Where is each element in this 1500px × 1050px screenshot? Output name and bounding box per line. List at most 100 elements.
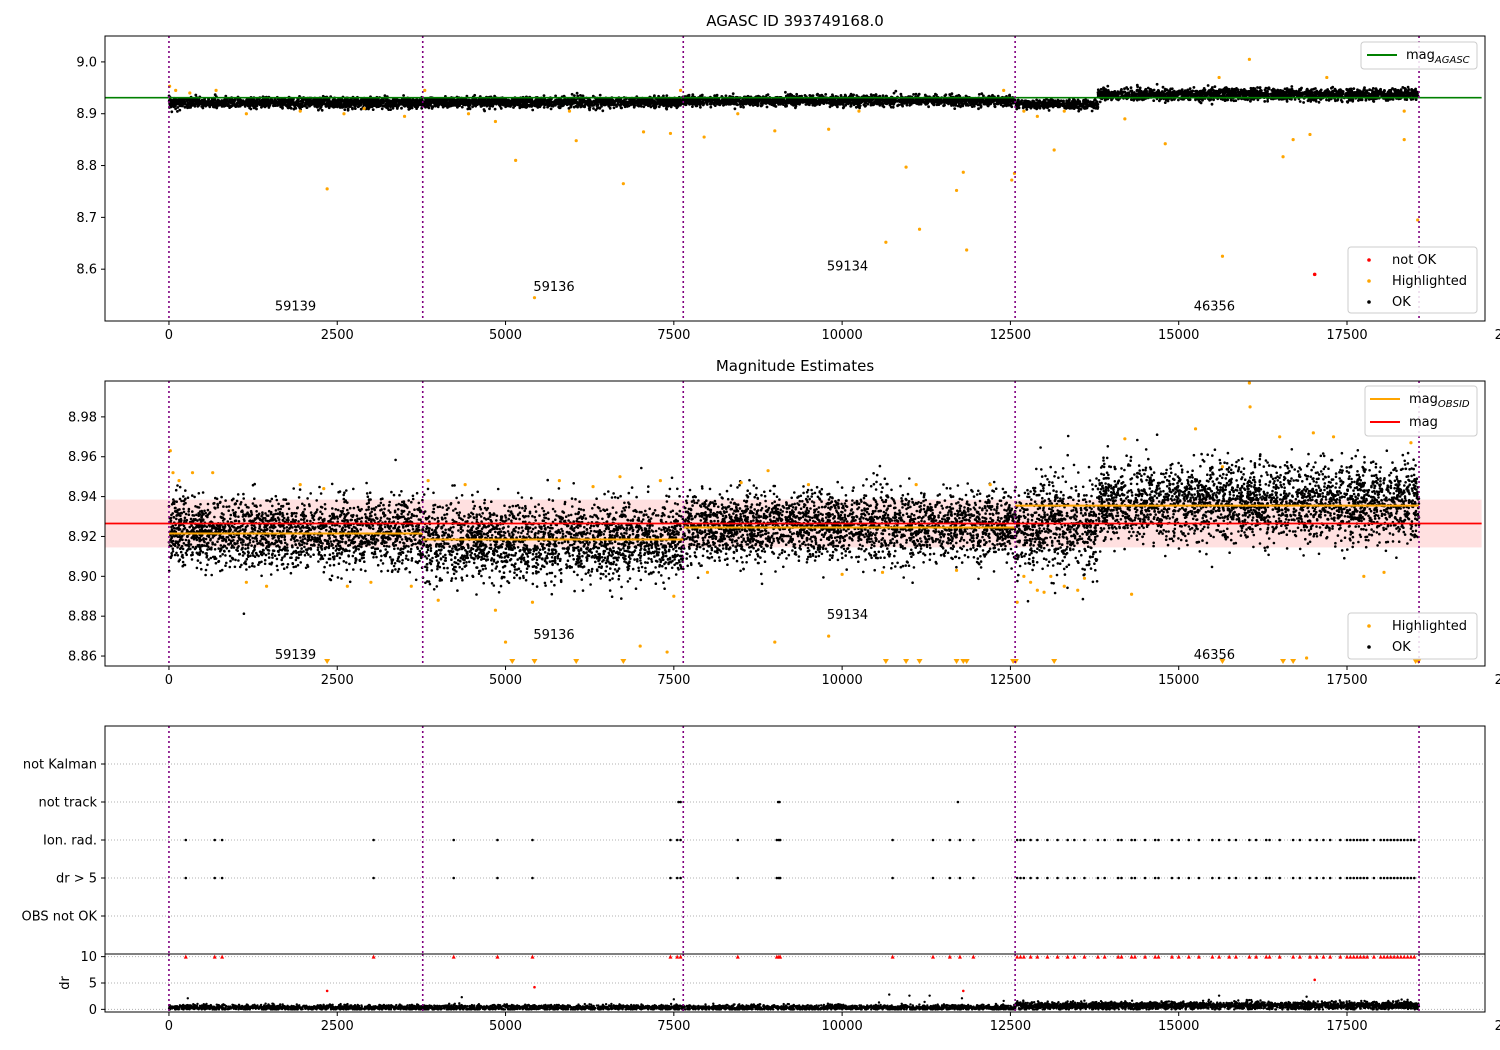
ok-point — [468, 102, 472, 106]
ok-point — [927, 99, 931, 102]
ok-point — [970, 105, 974, 108]
ok-point — [247, 102, 251, 106]
ok-point — [774, 100, 778, 104]
ok-point — [724, 98, 727, 102]
ok-point — [862, 98, 865, 102]
ok-point — [976, 99, 980, 103]
ok-point — [640, 102, 644, 105]
ok-point — [188, 101, 192, 105]
ok-point — [980, 92, 984, 96]
ok-point — [372, 100, 375, 104]
ok-point — [973, 99, 976, 103]
ok-point — [964, 103, 968, 107]
ok-point — [464, 100, 468, 103]
ok-point — [542, 106, 546, 109]
ok-point — [547, 104, 551, 108]
ok-point — [174, 107, 178, 111]
ok-point — [977, 107, 980, 111]
ok-point — [578, 101, 581, 105]
ok-point — [312, 102, 316, 106]
ok-point — [575, 91, 579, 95]
ok-point — [724, 94, 728, 98]
ok-point — [178, 103, 182, 107]
ok-point — [436, 101, 440, 105]
ok-point — [784, 102, 788, 106]
ok-point — [718, 103, 722, 107]
ok-point — [518, 105, 522, 109]
ok-point — [997, 99, 1001, 103]
ok-point — [317, 102, 320, 105]
ok-point — [625, 105, 629, 108]
ok-point — [239, 102, 243, 105]
ok-point — [486, 103, 490, 107]
ok-point — [699, 102, 702, 106]
ok-point — [600, 102, 603, 105]
ok-point — [366, 102, 370, 105]
ok-point — [984, 102, 988, 106]
ok-point — [539, 103, 543, 107]
ok-point — [644, 103, 647, 107]
ok-point — [339, 101, 342, 104]
ok-point — [658, 101, 662, 104]
ok-point — [443, 104, 447, 108]
ok-point — [431, 105, 435, 109]
ok-point — [831, 102, 835, 105]
ok-point — [329, 101, 333, 105]
ok-point — [644, 98, 648, 102]
ok-point — [197, 100, 201, 104]
ok-point — [218, 103, 222, 106]
ok-point — [546, 98, 550, 102]
ok-point — [582, 104, 586, 108]
ok-point — [460, 105, 464, 109]
ok-point — [1003, 99, 1007, 102]
ok-point — [956, 100, 959, 104]
ok-point — [665, 98, 669, 102]
ok-point — [863, 101, 867, 105]
ok-point — [402, 94, 405, 97]
ok-point — [596, 103, 600, 107]
ok-point — [207, 100, 211, 104]
ok-point — [293, 102, 297, 106]
ok-point — [336, 99, 339, 103]
ok-point — [351, 106, 354, 110]
ok-point — [176, 102, 179, 106]
ok-point — [393, 98, 396, 102]
ok-point — [1009, 104, 1012, 107]
ok-point — [186, 105, 190, 109]
ok-point — [490, 100, 494, 103]
ok-point — [447, 102, 450, 106]
ok-point — [742, 105, 745, 109]
ok-point — [768, 102, 772, 106]
ok-point — [488, 107, 491, 111]
ok-point — [835, 104, 839, 107]
ok-point — [958, 104, 962, 107]
ok-point — [979, 98, 983, 102]
ok-point — [295, 99, 299, 103]
ok-point — [657, 105, 661, 109]
ok-point — [307, 101, 311, 104]
ok-point — [427, 103, 431, 107]
ok-point — [462, 103, 465, 106]
ok-point — [213, 93, 217, 97]
ok-point — [586, 99, 589, 103]
ok-point — [979, 105, 983, 109]
ok-point — [598, 93, 602, 97]
ok-point — [934, 92, 937, 96]
ok-point — [512, 106, 515, 109]
ok-point — [648, 99, 652, 103]
ok-point — [568, 99, 571, 103]
ok-point — [781, 98, 785, 102]
ok-point — [436, 105, 440, 109]
ok-point — [628, 98, 631, 101]
ok-point — [763, 98, 766, 102]
ok-point — [428, 100, 432, 104]
ok-point — [1008, 98, 1011, 101]
ok-point — [785, 100, 789, 104]
panel-1-title: AGASC ID 393749168.0 — [706, 12, 884, 30]
ok-point — [491, 104, 495, 108]
ok-point — [729, 101, 733, 105]
ok-point — [281, 106, 284, 110]
ok-point — [561, 99, 564, 103]
ok-point — [744, 100, 748, 104]
